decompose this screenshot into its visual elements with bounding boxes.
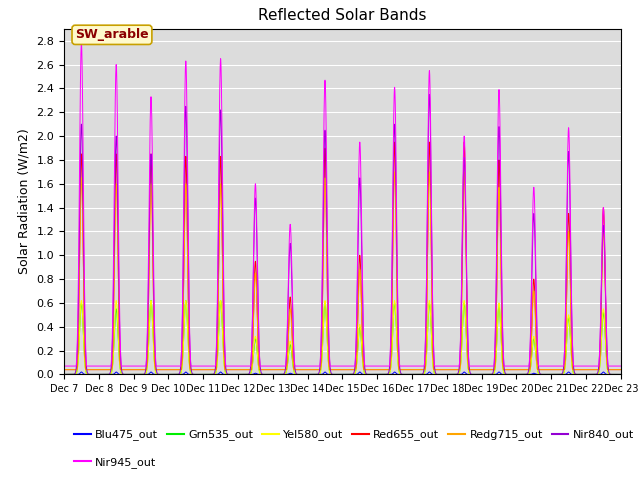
Line: Redg715_out: Redg715_out [64, 172, 621, 370]
Nir840_out [426, 92, 433, 97]
Yel580_out [523, 372, 531, 377]
Redg715_out [537, 367, 545, 372]
Blu475_out [77, 369, 85, 375]
Yel580_out [60, 372, 68, 377]
Blu475_out [60, 372, 68, 377]
Redg715_out [523, 367, 531, 372]
Nir945_out [364, 363, 371, 369]
Line: Yel580_out: Yel580_out [64, 300, 621, 374]
Nir840_out [495, 125, 503, 131]
Nir840_out [60, 372, 68, 377]
Text: SW_arable: SW_arable [75, 28, 148, 41]
Grn535_out [364, 372, 371, 377]
Yel580_out [495, 301, 503, 307]
Nir945_out [495, 88, 503, 94]
Nir840_out [363, 372, 371, 377]
Grn535_out [393, 344, 401, 349]
Grn535_out [617, 372, 625, 377]
Nir945_out [77, 40, 85, 46]
Redg715_out [393, 284, 401, 289]
Nir840_out [537, 372, 545, 377]
Grn535_out [60, 372, 68, 377]
Red655_out [523, 367, 531, 372]
Blu475_out [537, 372, 545, 377]
Grn535_out [523, 372, 531, 377]
Blu475_out [617, 372, 625, 377]
Red655_out [537, 367, 545, 372]
Redg715_out [495, 186, 503, 192]
Line: Blu475_out: Blu475_out [64, 372, 621, 374]
Nir945_out [523, 363, 531, 369]
Blu475_out [523, 372, 531, 377]
Yel580_out [537, 372, 545, 377]
Grn535_out [176, 372, 184, 377]
Title: Reflected Solar Bands: Reflected Solar Bands [258, 9, 427, 24]
Redg715_out [363, 367, 371, 372]
Grn535_out [495, 303, 503, 309]
Red655_out [393, 277, 401, 283]
Blu475_out [393, 371, 401, 377]
Line: Red655_out: Red655_out [64, 142, 621, 370]
Blu475_out [495, 369, 503, 375]
Blu475_out [176, 372, 184, 377]
Nir945_out [393, 238, 401, 244]
Redg715_out [60, 367, 68, 372]
Y-axis label: Solar Radiation (W/m2): Solar Radiation (W/m2) [18, 129, 31, 275]
Grn535_out [269, 372, 276, 377]
Red655_out [60, 367, 68, 372]
Redg715_out [175, 367, 183, 372]
Line: Nir945_out: Nir945_out [64, 43, 621, 366]
Red655_out [175, 367, 183, 372]
Red655_out [460, 139, 468, 145]
Redg715_out [617, 367, 625, 372]
Yel580_out [176, 372, 184, 377]
Nir840_out [617, 372, 625, 377]
Nir945_out [537, 363, 545, 369]
Yel580_out [617, 372, 625, 377]
Grn535_out [537, 372, 545, 377]
Nir840_out [175, 371, 183, 376]
Yel580_out [393, 345, 401, 351]
Red655_out [617, 367, 625, 372]
Redg715_out [460, 169, 468, 175]
Red655_out [363, 367, 371, 372]
Line: Grn535_out: Grn535_out [64, 300, 621, 374]
Nir840_out [393, 246, 401, 252]
Blu475_out [234, 372, 242, 377]
Nir840_out [523, 372, 531, 377]
Nir945_out [176, 363, 184, 369]
Yel580_out [364, 372, 371, 377]
Yel580_out [269, 372, 276, 377]
Nir945_out [60, 363, 68, 369]
Red655_out [495, 159, 503, 165]
Nir945_out [617, 363, 625, 369]
Line: Nir840_out: Nir840_out [64, 95, 621, 374]
Grn535_out [147, 298, 155, 303]
Blu475_out [364, 372, 371, 377]
Legend: Nir945_out: Nir945_out [70, 453, 161, 472]
Yel580_out [77, 298, 85, 303]
